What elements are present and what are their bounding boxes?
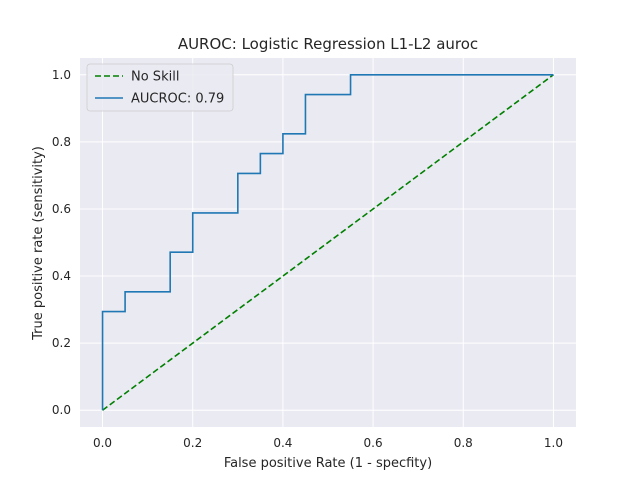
x-tick-label: 0.4 bbox=[273, 436, 292, 450]
tick-labels: 0.0 0.2 0.4 0.6 0.8 1.0 0.0 0.2 0.4 0.6 0.8 1.0 bbox=[52, 68, 563, 450]
y-tick-label: 1.0 bbox=[52, 68, 71, 82]
y-tick-label: 0.8 bbox=[52, 135, 71, 149]
legend: No Skill AUCROC: 0.79 bbox=[86, 63, 234, 112]
x-tick-label: 1.0 bbox=[544, 436, 563, 450]
no-skill-line bbox=[102, 74, 554, 411]
grid bbox=[80, 58, 576, 427]
series-layer bbox=[101, 73, 554, 411]
x-tick-label: 0.8 bbox=[454, 436, 473, 450]
chart-title: AUROC: Logistic Regression L1-L2 auroc bbox=[178, 35, 478, 53]
y-tick-label: 0.2 bbox=[52, 336, 71, 350]
x-axis-title: False positive Rate (1 - specfity) bbox=[224, 456, 432, 471]
legend-label: AUCROC: 0.79 bbox=[131, 92, 224, 107]
x-tick-label: 0.6 bbox=[364, 436, 383, 450]
y-tick-label: 0.0 bbox=[52, 403, 71, 417]
legend-box bbox=[86, 63, 234, 112]
y-tick-label: 0.6 bbox=[52, 202, 71, 216]
x-tick-label: 0.0 bbox=[93, 436, 112, 450]
roc-curve-line bbox=[101, 73, 554, 411]
x-tick-label: 0.2 bbox=[183, 436, 202, 450]
y-tick-label: 0.4 bbox=[52, 269, 71, 283]
legend-label: No Skill bbox=[131, 70, 179, 85]
y-axis-title: True positive rate (sensitivity) bbox=[31, 146, 46, 341]
